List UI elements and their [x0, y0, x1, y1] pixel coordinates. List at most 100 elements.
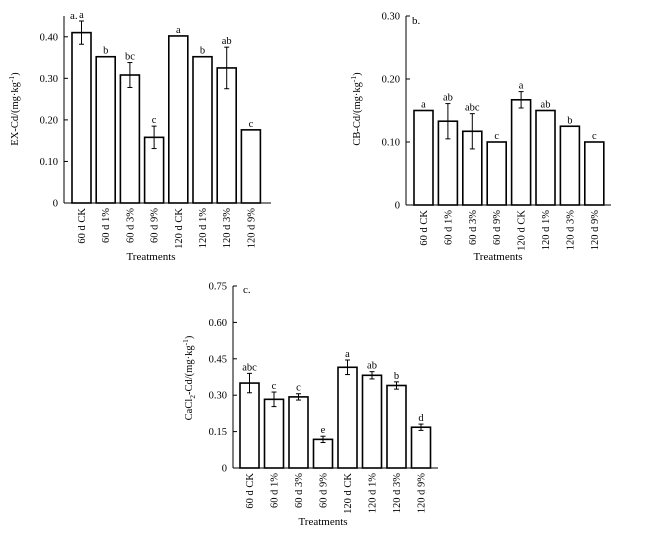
- category-label: 60 d 9%: [492, 210, 503, 245]
- bar: [71, 31, 92, 204]
- y-tick-label: 0.15: [209, 427, 227, 438]
- y-axis-title-main: CaCl: [184, 399, 195, 421]
- significance-letter: c: [272, 381, 277, 392]
- bar: [583, 141, 605, 206]
- category-label: 120 d 1%: [541, 210, 552, 251]
- significance-letter: b: [200, 46, 205, 57]
- significance-letter: bc: [125, 52, 135, 63]
- category-label: 60 d 1%: [270, 473, 281, 508]
- significance-letter: a: [421, 100, 426, 111]
- bar: [240, 129, 262, 204]
- bar: [413, 109, 434, 206]
- significance-letter: abc: [465, 103, 480, 114]
- y-tick-label: 0.20: [382, 75, 400, 86]
- significance-letter: ab: [367, 361, 377, 372]
- bar: [337, 366, 358, 469]
- panel-label: b.: [412, 15, 421, 27]
- bar: [263, 398, 285, 469]
- y-axis-title-main: CB-Cd/(mg·kg: [352, 81, 363, 145]
- bar: [510, 98, 532, 206]
- y-axis-title-rest: -Cd/(mg·kg: [184, 345, 195, 395]
- significance-letter: a: [345, 349, 350, 360]
- y-tick-label: 0.75: [209, 282, 227, 293]
- category-label: 60 d CK: [77, 208, 88, 244]
- category-label: 120 d CK: [517, 210, 528, 251]
- bar: [486, 141, 508, 206]
- y-axis-title: CB-Cd/(mg·kg-1): [349, 72, 363, 146]
- bar: [192, 55, 213, 204]
- category-label: 60 d CK: [419, 210, 430, 246]
- y-tick-label: 0.40: [40, 32, 58, 43]
- y-tick-label: 0.30: [382, 12, 400, 23]
- significance-letter: abc: [242, 362, 257, 373]
- significance-letter: c: [249, 119, 254, 130]
- category-label: 60 d 3%: [468, 210, 479, 245]
- significance-letter: c: [296, 383, 301, 394]
- panel-label: c.: [243, 284, 251, 296]
- significance-letter: c: [592, 131, 597, 142]
- category-label: 60 d 3%: [294, 473, 305, 508]
- y-axis-title-close: ): [184, 335, 195, 339]
- y-axis-title-subscript: 2: [188, 395, 197, 399]
- bar: [410, 426, 432, 469]
- category-label: 120 d 9%: [590, 210, 601, 251]
- category-label: 120 d 3%: [222, 208, 233, 249]
- bar: [535, 109, 556, 206]
- bar: [559, 125, 581, 206]
- significance-letter: ab: [222, 36, 232, 47]
- significance-letter: a: [519, 81, 524, 92]
- y-tick-label: 0: [222, 464, 227, 475]
- bar: [386, 384, 407, 469]
- significance-letter: b: [103, 46, 108, 57]
- category-label: 120 d 3%: [565, 210, 576, 251]
- y-axis-title-main: EX-Cd/(mg·kg: [10, 81, 21, 145]
- significance-letter: e: [321, 425, 326, 436]
- y-axis-title-superscript: -1: [7, 76, 16, 82]
- category-label: 60 d 1%: [101, 208, 112, 243]
- y-axis-title-superscript: -1: [349, 76, 358, 82]
- y-axis-title: CaCl2-Cd/(mg·kg-1): [181, 335, 197, 420]
- y-axis-title-close: ): [352, 72, 363, 76]
- significance-letter: a: [176, 25, 181, 36]
- y-tick-label: 0.30: [209, 391, 227, 402]
- bar: [312, 438, 334, 469]
- significance-letter: c: [152, 115, 157, 126]
- bar: [119, 74, 141, 204]
- category-label: 120 d CK: [174, 208, 185, 249]
- category-label: 120 d CK: [343, 473, 354, 514]
- significance-letter: b: [394, 371, 399, 382]
- panel-label: a.: [70, 10, 78, 22]
- category-label: 120 d 9%: [246, 208, 257, 249]
- significance-letter: ab: [541, 100, 551, 111]
- category-label: 60 d 3%: [125, 208, 136, 243]
- x-axis-title: Treatments: [473, 251, 522, 263]
- category-label: 120 d 1%: [198, 208, 209, 249]
- y-tick-label: 0: [395, 201, 400, 212]
- x-axis-title: Treatments: [298, 516, 347, 528]
- y-tick-label: 0.20: [40, 115, 58, 126]
- bar: [239, 382, 260, 469]
- y-tick-label: 0.45: [209, 354, 227, 365]
- category-label: 60 d CK: [245, 473, 256, 509]
- y-tick-label: 0.10: [40, 157, 58, 168]
- significance-letter: b: [567, 115, 572, 126]
- y-tick-label: 0: [53, 199, 58, 210]
- y-tick-label: 0.60: [209, 318, 227, 329]
- y-tick-label: 0.10: [382, 138, 400, 149]
- category-label: 60 d 9%: [319, 473, 330, 508]
- y-axis-title-superscript: -1: [181, 339, 190, 345]
- significance-letter: c: [494, 131, 499, 142]
- category-label: 120 d 1%: [368, 473, 379, 514]
- bar: [168, 35, 189, 204]
- category-label: 120 d 3%: [392, 473, 403, 514]
- bar: [288, 396, 309, 469]
- y-axis-title-close: ): [10, 72, 21, 76]
- significance-letter: a: [79, 10, 84, 21]
- category-label: 60 d 9%: [150, 208, 161, 243]
- y-tick-label: 0.30: [40, 74, 58, 85]
- significance-letter: d: [418, 413, 424, 424]
